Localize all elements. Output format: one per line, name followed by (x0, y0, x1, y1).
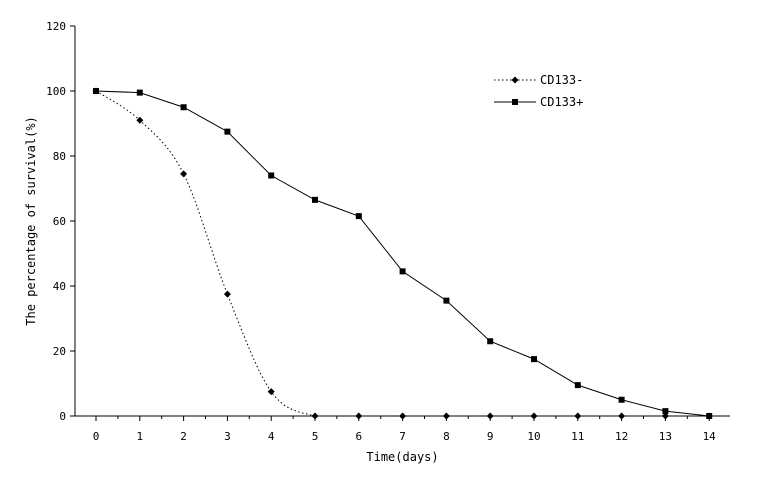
x-tick-label: 3 (224, 430, 231, 443)
legend-item: CD133- (494, 73, 583, 87)
legend: CD133- CD133+ (494, 73, 583, 109)
data-point (574, 412, 582, 420)
data-point (355, 213, 362, 220)
series-line (95, 90, 710, 417)
x-axis: 0 1 2 3 4 5 6 7 8 9 10 11 12 13 14 (75, 415, 730, 443)
y-tick-label: 0 (59, 410, 66, 423)
data-point (574, 382, 581, 389)
legend-label: CD133+ (540, 95, 583, 109)
series-line (95, 90, 710, 417)
y-tick-label: 100 (46, 85, 66, 98)
legend-label: CD133- (540, 73, 583, 87)
data-point (93, 88, 99, 94)
data-point (268, 172, 275, 179)
x-tick-label: 6 (355, 430, 362, 443)
x-tick-label: 9 (487, 430, 494, 443)
data-point (706, 413, 713, 419)
y-tick-label: 60 (53, 215, 66, 228)
x-tick-label: 12 (615, 430, 628, 443)
plot-series (92, 87, 713, 420)
data-point (311, 412, 319, 420)
x-axis-title: Time(days) (366, 450, 438, 464)
x-tick-label: 0 (93, 430, 100, 443)
data-point (136, 116, 144, 124)
data-point (267, 388, 275, 396)
legend-item: CD133+ (494, 95, 583, 109)
data-point (180, 170, 188, 178)
y-tick-label: 120 (46, 20, 66, 33)
y-tick-label: 40 (53, 280, 66, 293)
data-point (443, 297, 450, 304)
legend-marker (512, 99, 518, 105)
data-point (661, 412, 669, 420)
x-tick-label: 1 (136, 430, 143, 443)
x-tick-label: 14 (703, 430, 717, 443)
y-axis: 0 20 40 60 80 100 120 (46, 20, 76, 423)
data-point (223, 290, 231, 298)
data-point (442, 412, 450, 420)
data-point (399, 268, 406, 275)
data-point (531, 356, 537, 363)
y-tick-label: 20 (53, 345, 66, 358)
data-point (530, 412, 538, 420)
x-tick-label: 7 (399, 430, 406, 443)
x-tick-label: 8 (443, 430, 450, 443)
data-point (662, 408, 669, 415)
series-1 (92, 87, 713, 420)
data-point (312, 196, 318, 203)
x-tick-label: 13 (659, 430, 672, 443)
x-tick-label: 5 (312, 430, 319, 443)
data-point (399, 412, 407, 420)
data-point (618, 412, 626, 420)
x-tick-label: 2 (180, 430, 187, 443)
data-point (355, 412, 363, 420)
data-point (224, 128, 231, 135)
y-tick-label: 80 (53, 150, 66, 163)
x-tick-label: 10 (527, 430, 540, 443)
x-tick-label: 11 (571, 430, 584, 443)
data-point (618, 396, 625, 403)
data-point (486, 412, 494, 420)
x-tick-label: 4 (268, 430, 275, 443)
y-axis-title: The percentage of survival(%) (24, 116, 38, 326)
series-2 (93, 88, 713, 419)
data-point (136, 89, 143, 96)
data-point (487, 338, 494, 345)
legend-marker (511, 76, 519, 84)
data-point (180, 104, 187, 111)
